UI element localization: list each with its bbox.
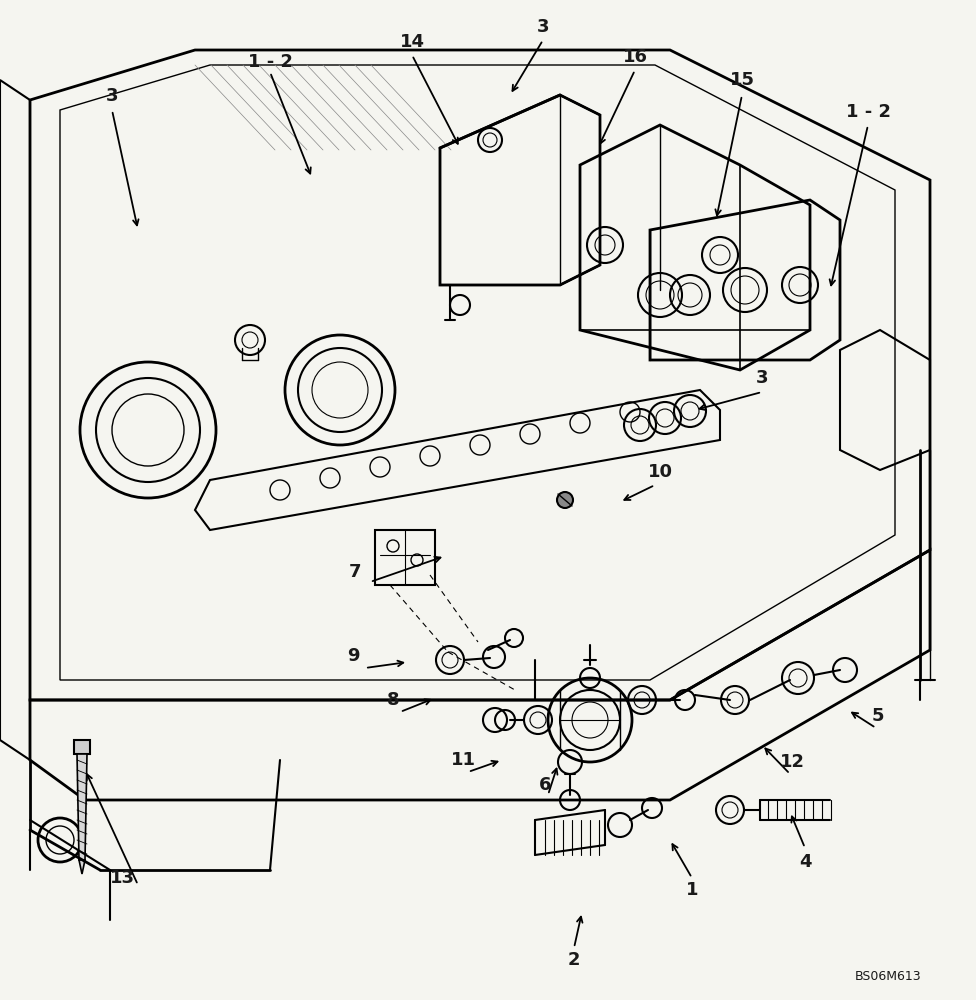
Text: 4: 4	[798, 853, 811, 871]
Text: 7: 7	[348, 563, 361, 581]
Bar	[375, 530, 435, 585]
Text: BS06M613: BS06M613	[855, 970, 921, 984]
Text: 5: 5	[872, 707, 884, 725]
Text: 3: 3	[755, 369, 768, 387]
Text: 16: 16	[623, 48, 647, 66]
Polygon shape	[74, 740, 90, 754]
Text: 8: 8	[386, 691, 399, 709]
Text: 1 - 2: 1 - 2	[248, 53, 293, 71]
Text: 15: 15	[729, 71, 754, 89]
Text: 3: 3	[105, 87, 118, 105]
Text: 10: 10	[647, 463, 672, 481]
Polygon shape	[77, 754, 87, 860]
Text: 1 - 2: 1 - 2	[845, 103, 890, 121]
Polygon shape	[79, 860, 85, 874]
Text: 12: 12	[780, 753, 804, 771]
Text: 2: 2	[568, 951, 581, 969]
Circle shape	[557, 492, 573, 508]
Text: 14: 14	[399, 33, 425, 51]
Text: 6: 6	[539, 776, 551, 794]
Text: 11: 11	[451, 751, 475, 769]
Text: 9: 9	[346, 647, 359, 665]
Text: 1: 1	[686, 881, 698, 899]
Text: 3: 3	[537, 18, 549, 36]
Text: 13: 13	[109, 869, 135, 887]
